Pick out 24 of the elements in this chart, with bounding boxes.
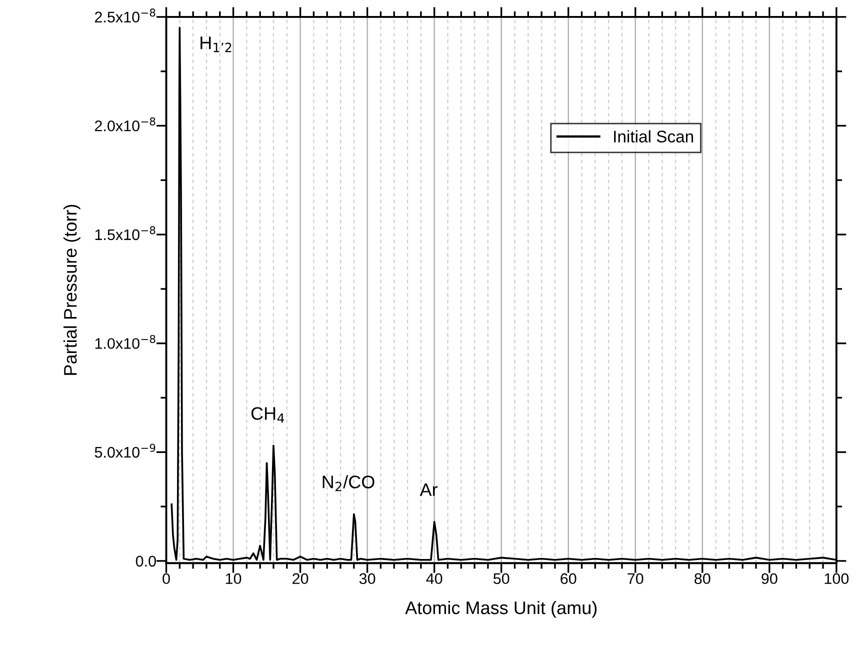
x-tick-label: 80 <box>694 573 710 584</box>
x-tick-label: 20 <box>292 573 308 584</box>
annotation: H$_{1’2}$ <box>200 36 232 52</box>
x-tick-label: 70 <box>628 573 644 584</box>
annotation: Ar <box>420 483 438 496</box>
x-tick-label: 10 <box>226 573 242 584</box>
annotation: N$_{2}$/CO <box>322 475 374 492</box>
legend-label: Initial Scan <box>614 130 694 142</box>
x-tick-label: 60 <box>560 573 576 584</box>
y-tick-label: 2.0x10$^{−8}$ <box>94 117 156 132</box>
y-tick-label: 1.5x10$^{−8}$ <box>95 226 156 240</box>
y-axis-title: Partial Pressure (torr) <box>63 204 80 375</box>
x-tick-label: 100 <box>824 573 849 584</box>
y-tick-label: 2.5x10$^{−8}$ <box>94 8 156 22</box>
x-tick-label: 0 <box>162 573 170 584</box>
y-tick-label: 0.0 <box>136 556 156 567</box>
x-tick-label: 50 <box>493 573 510 584</box>
x-tick-label: 30 <box>359 573 376 584</box>
x-axis-title: Atomic Mass Unit (amu) <box>405 600 597 618</box>
y-tick-label: 5.0x10$^{−9}$ <box>94 444 156 458</box>
annotation: CH$_{4}$ <box>251 407 284 423</box>
y-tick-label: 1.0x10$^{−8}$ <box>95 334 156 349</box>
x-tick-label: 90 <box>762 573 778 584</box>
x-tick-label: 40 <box>426 573 442 584</box>
